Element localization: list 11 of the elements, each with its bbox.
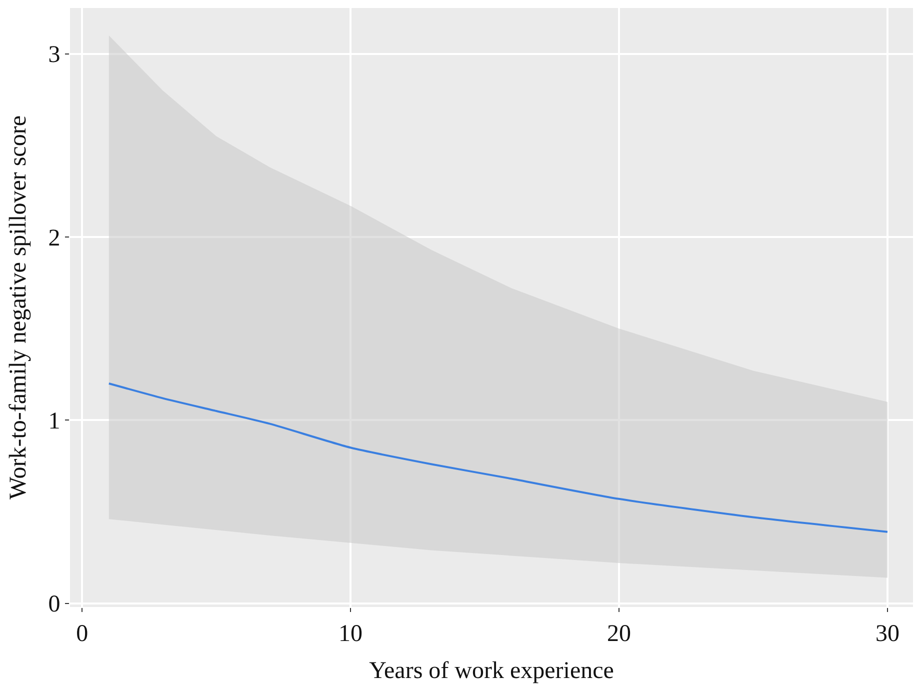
x-tick-label: 0 [76,620,88,647]
x-tick-label: 30 [876,620,900,647]
y-tick-label: 2 [48,225,60,252]
x-axis-title: Years of work experience [369,658,614,684]
x-tick-label: 10 [338,620,363,647]
y-tick-label: 3 [48,42,60,68]
line-series [108,382,888,533]
y-tick-label: 1 [48,408,60,435]
y-axis-title: Work-to-family negative spillover score [5,116,32,500]
x-tick-label: 20 [607,620,632,647]
y-tick-label: 0 [48,592,60,618]
